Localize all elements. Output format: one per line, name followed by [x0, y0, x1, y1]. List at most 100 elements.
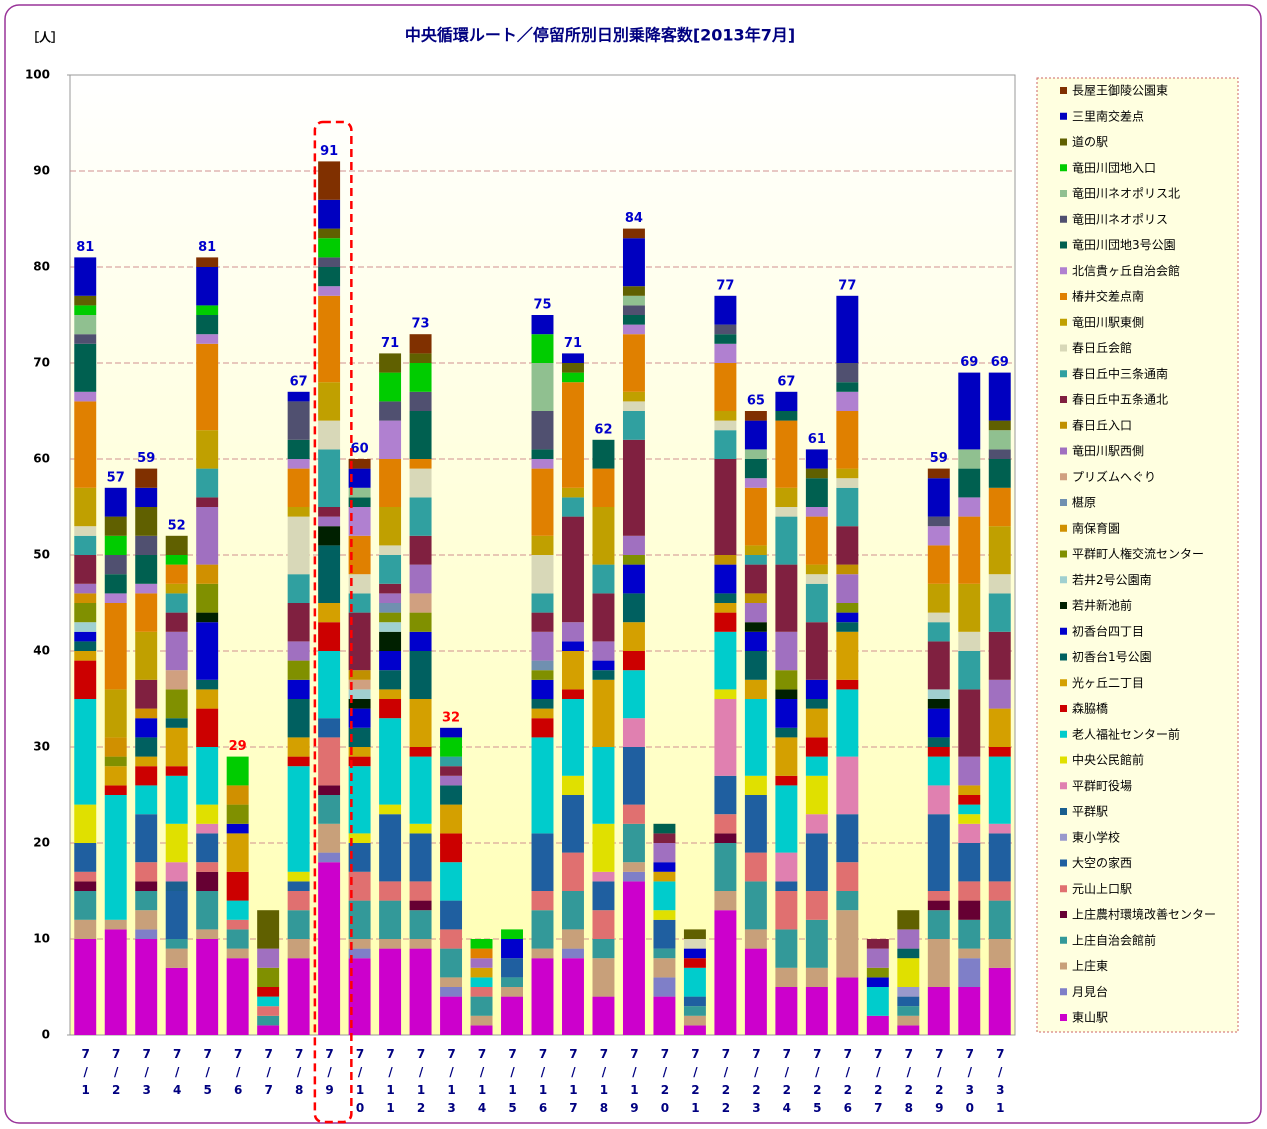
x-tick-label: 7/21: [688, 1047, 702, 1119]
x-tick-label: 7/6: [231, 1047, 245, 1101]
legend-label: 東山駅: [1072, 1011, 1108, 1025]
bar-segment: [287, 439, 310, 459]
bar-segment: [165, 967, 188, 1035]
bar-segment: [927, 622, 950, 642]
bar-segment: [653, 958, 676, 978]
bar-segment: [683, 1006, 706, 1016]
bar-segment: [501, 939, 523, 959]
bar-segment: [622, 593, 645, 623]
bar-segment: [196, 315, 219, 335]
bar-segment: [958, 823, 981, 843]
bar-segment: [744, 881, 767, 930]
bar-segment: [74, 641, 97, 651]
legend-label: 春日丘会館: [1072, 340, 1132, 355]
y-tick-label: 100: [25, 68, 50, 82]
total-label: 67: [290, 374, 308, 389]
bar-segment: [744, 564, 767, 594]
bar-segment: [958, 468, 981, 498]
bar-segment: [622, 622, 645, 651]
bar-segment: [318, 622, 341, 651]
bar-segment: [287, 507, 310, 517]
legend-label: 春日丘中三条通南: [1072, 366, 1168, 381]
bar-segment: [805, 699, 828, 709]
bar-segment: [226, 833, 249, 872]
bar-segment: [592, 747, 615, 824]
legend-label: 月見台: [1072, 984, 1108, 999]
legend-swatch: [1060, 653, 1067, 661]
bar-segment: [379, 593, 402, 603]
x-tick-label: 7/29: [932, 1047, 946, 1119]
bar-segment: [927, 756, 950, 786]
bar-segment: [897, 996, 920, 1007]
bar-segment: [409, 459, 432, 469]
bar-segment: [775, 775, 798, 786]
y-tick-label: 40: [33, 644, 50, 658]
bar-segment: [379, 545, 402, 555]
bar-segment: [135, 881, 158, 891]
bar-segment: [74, 305, 97, 315]
bar-segment: [257, 996, 280, 1007]
x-tick-label: 7/13: [445, 1047, 459, 1119]
bar-segment: [104, 795, 127, 920]
bar-segment: [348, 679, 371, 690]
legend-swatch: [1060, 627, 1067, 635]
bar-segment: [958, 785, 981, 795]
bar-segment: [379, 603, 402, 613]
bar-segment: [622, 238, 645, 287]
bar-segment: [775, 631, 798, 671]
bar-segment: [622, 324, 645, 335]
bar-segment: [348, 900, 371, 939]
x-tick-label: 7/26: [841, 1047, 855, 1119]
bar-segment: [226, 823, 249, 834]
bar-segment: [104, 535, 127, 555]
bar-segment: [866, 987, 889, 1016]
bar-segment: [805, 814, 828, 834]
bar-segment: [409, 564, 432, 594]
bar-segment: [958, 958, 981, 987]
bar-segment: [287, 603, 310, 642]
bar-segment: [622, 535, 645, 555]
legend-label: 初香台1号公園: [1072, 649, 1152, 664]
bar-segment: [622, 305, 645, 315]
bar-segment: [622, 871, 645, 882]
legend-label: 南保育園: [1072, 520, 1120, 535]
bar-segment: [927, 891, 950, 901]
bar-segment: [165, 612, 188, 632]
bar-segment: [744, 775, 767, 795]
bar-segment: [226, 919, 249, 930]
total-label: 60: [351, 442, 369, 457]
bar-segment: [287, 756, 310, 767]
bar-segment: [196, 267, 219, 306]
y-tick-label: 10: [33, 932, 50, 946]
bar-segment: [805, 967, 828, 987]
bar-segment: [622, 651, 645, 671]
legend-swatch: [1060, 859, 1067, 867]
bar-segment: [196, 468, 219, 498]
bar-segment: [714, 689, 737, 699]
bar-segment: [531, 948, 554, 959]
bar-segment: [348, 497, 371, 507]
bar-segment: [562, 929, 584, 949]
bar-segment: [501, 996, 523, 1035]
bar-segment: [592, 958, 615, 997]
bar-segment: [897, 987, 920, 997]
bar-segment: [927, 747, 950, 757]
bar-segment: [988, 459, 1011, 488]
bar-segment: [531, 468, 554, 536]
bar-segment: [257, 967, 280, 987]
bar-segment: [318, 267, 341, 287]
bar-segment: [318, 718, 341, 738]
legend-swatch: [1060, 524, 1067, 532]
bar-segment: [531, 593, 554, 613]
bar-segment: [348, 574, 371, 594]
bar-segment: [836, 391, 859, 411]
bar-segment: [988, 881, 1011, 901]
y-tick-label: 20: [33, 836, 50, 850]
legend-swatch: [1060, 576, 1067, 584]
bar-segment: [775, 420, 798, 488]
bar-segment: [287, 391, 310, 402]
legend-swatch: [1060, 988, 1067, 996]
bar-segment: [409, 651, 432, 699]
bar-segment: [836, 526, 859, 565]
bar-segment: [74, 603, 97, 623]
